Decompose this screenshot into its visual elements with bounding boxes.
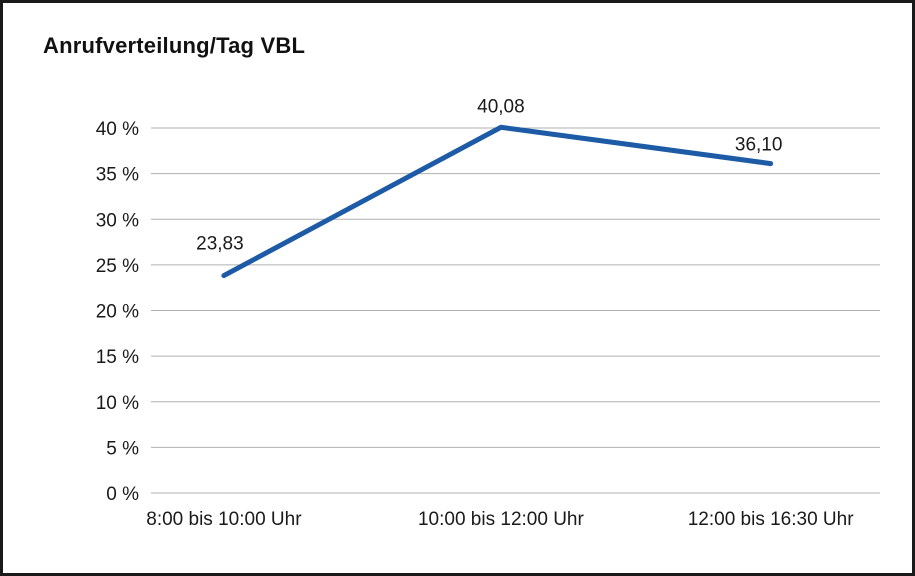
y-axis-tick-label: 20 % [96,302,139,323]
y-axis-tick-label: 30 % [96,210,139,231]
x-axis-category-label: 12:00 bis 16:30 Uhr [688,509,855,530]
y-axis-tick-label: 35 % [96,165,139,186]
y-axis-tick-label: 25 % [96,256,139,277]
x-axis-category-label: 10:00 bis 12:00 Uhr [418,509,585,530]
y-axis-tick-label: 10 % [96,393,139,414]
y-axis-tick-label: 15 % [96,347,139,368]
chart-title: Anrufverteilung/Tag VBL [43,33,306,58]
data-series-line [221,124,774,279]
data-point-label: 36,10 [735,135,783,156]
x-axis-category-label: 8:00 bis 10:00 Uhr [146,509,302,530]
y-axis-tick-label: 5 % [106,438,139,459]
line-chart: 0 % 5 % 10 % 15 % 20 % 25 % 30 % 35 % 40 % 8:00 b… [96,96,880,530]
data-point-label: 23,83 [196,234,244,255]
y-axis-tick-label: 0 % [106,484,139,505]
data-point-label: 40,08 [477,96,525,117]
y-axis-tick-label: 40 % [96,119,139,140]
